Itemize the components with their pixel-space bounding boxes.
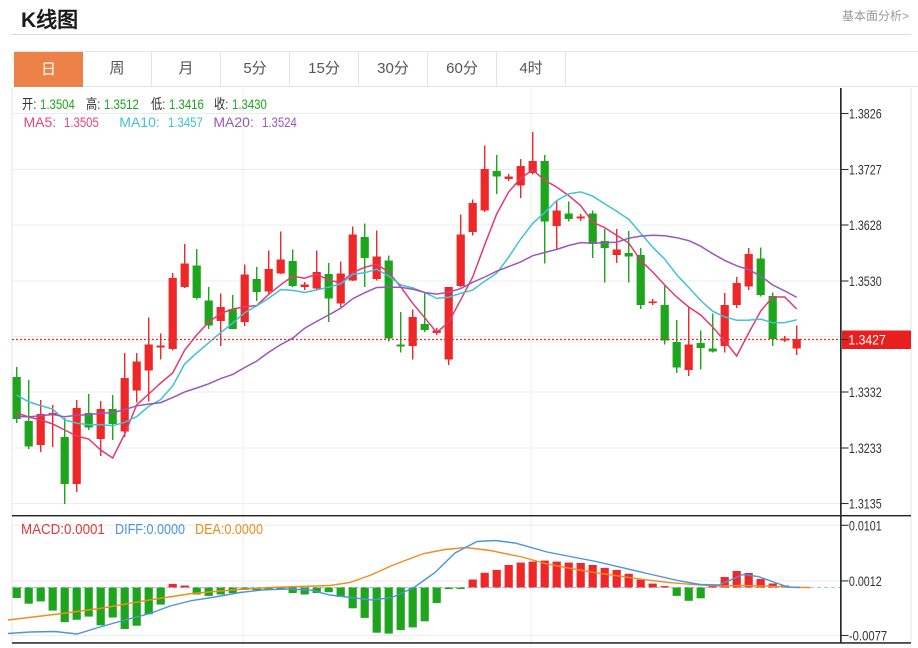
svg-text:1.3826: 1.3826 xyxy=(849,106,882,122)
svg-text:1.3727: 1.3727 xyxy=(849,162,882,178)
svg-text:1.3530: 1.3530 xyxy=(849,273,882,289)
svg-text:1.3332: 1.3332 xyxy=(849,384,882,400)
svg-text:0.0012: 0.0012 xyxy=(849,573,882,589)
svg-text:1.3628: 1.3628 xyxy=(849,217,882,233)
svg-text:-0.0077: -0.0077 xyxy=(849,628,887,644)
svg-text:0.0101: 0.0101 xyxy=(849,517,882,533)
svg-text:1.3427: 1.3427 xyxy=(848,332,886,348)
svg-text:1.3233: 1.3233 xyxy=(849,440,882,456)
svg-text:1.3135: 1.3135 xyxy=(849,496,882,512)
